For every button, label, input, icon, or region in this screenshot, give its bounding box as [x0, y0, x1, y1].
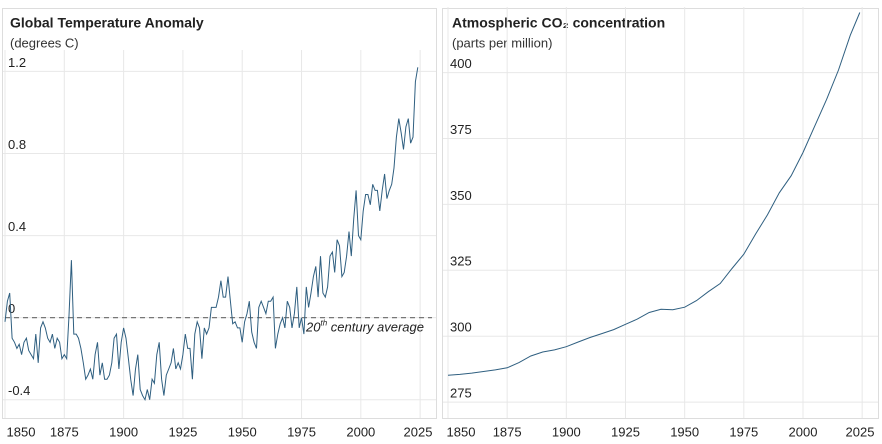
x-tick-label: 2000 [789, 424, 818, 439]
y-tick-label: 1.2 [8, 55, 26, 70]
data-line [447, 12, 861, 376]
x-tick-label: 1850 [447, 424, 476, 439]
y-tick-label: 300 [450, 320, 472, 335]
x-tick-label: 1900 [552, 424, 581, 439]
y-tick-label: 400 [450, 56, 472, 71]
y-tick-label: 325 [450, 254, 472, 269]
x-tick-label: 2025 [404, 424, 433, 439]
chart-title: Global Temperature Anomaly [10, 15, 204, 31]
left-panel [2, 8, 437, 419]
y-tick-label: 350 [450, 188, 472, 203]
annotation: 20th century average [305, 319, 424, 335]
y-tick-label: 0 [8, 301, 15, 316]
y-tick-label: -0.4 [8, 383, 30, 398]
chart-subtitle: (degrees C) [10, 35, 79, 50]
x-tick-label: 2025 [846, 424, 875, 439]
x-tick-label: 1950 [670, 424, 699, 439]
y-tick-label: 275 [450, 386, 472, 401]
annotation-ordinal: 20 [305, 320, 321, 335]
x-tick-label: 1975 [287, 424, 316, 439]
x-tick-label: 1875 [493, 424, 522, 439]
x-tick-label: 1925 [168, 424, 197, 439]
x-tick-label: 1975 [729, 424, 758, 439]
x-tick-label: 1925 [611, 424, 640, 439]
x-tick-label: 2000 [346, 424, 375, 439]
y-tick-label: 0.8 [8, 137, 26, 152]
data-line [4, 67, 419, 402]
annotation-suffix: th [320, 319, 327, 328]
chart-title: Atmospheric CO₂ concentration [452, 15, 665, 31]
annotation-text: century average [327, 320, 424, 335]
y-tick-label: 375 [450, 122, 472, 137]
right-panel [442, 8, 879, 419]
x-tick-label: 1950 [228, 424, 257, 439]
y-tick-label: 0.4 [8, 219, 26, 234]
chart-subtitle: (parts per million) [452, 35, 552, 50]
x-tick-label: 1875 [50, 424, 79, 439]
x-tick-label: 1900 [109, 424, 138, 439]
x-tick-label: 1850 [7, 424, 36, 439]
